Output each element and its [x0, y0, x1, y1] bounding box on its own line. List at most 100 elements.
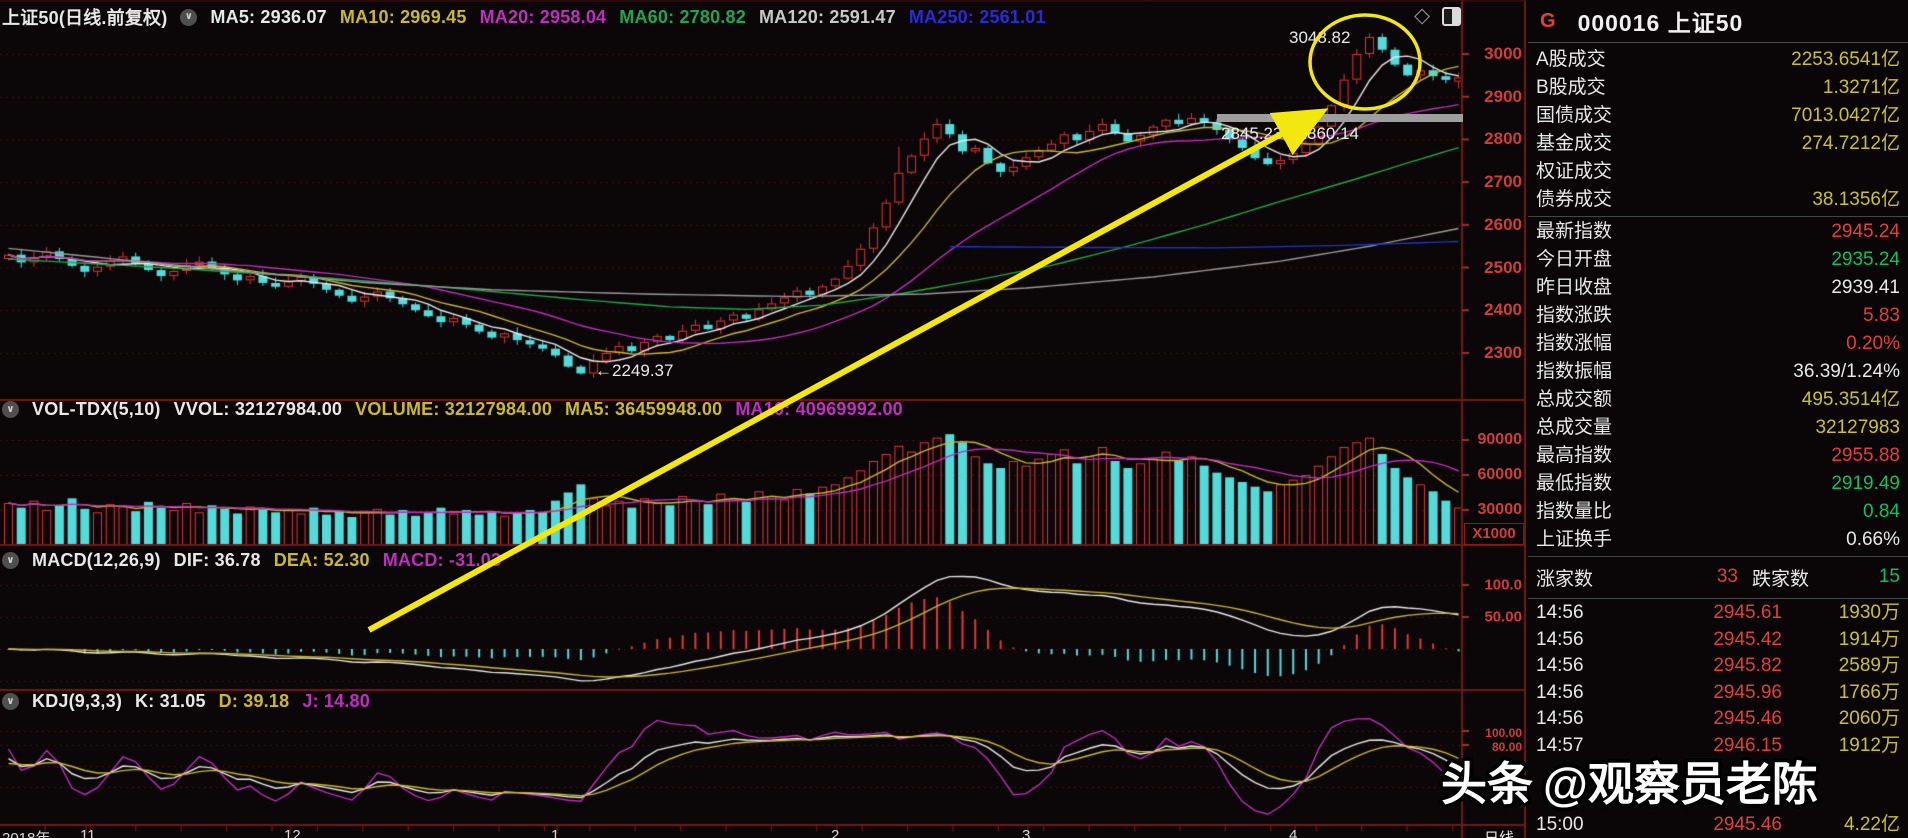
stock-code-name[interactable]: 000016 上证50 [1577, 10, 1744, 36]
quote-row-value: 2945.24 [1831, 221, 1900, 242]
scale-label: 30000 [1477, 500, 1523, 518]
tick-cell: 14:56 [1536, 602, 1584, 623]
legend-item: D: 39.18 [218, 691, 290, 711]
quote-row: A股成交 2253.6541亿 [1528, 46, 1908, 74]
axis-month-label: 1 [551, 827, 560, 838]
quote-row-label: 指数振幅 [1536, 361, 1613, 382]
advancers-label: 涨家数 [1536, 568, 1594, 590]
quote-row-value: 2935.24 [1831, 249, 1900, 270]
legend-item: VVOL: 32127984.00 [173, 399, 343, 419]
scale-label: 2700 [1484, 172, 1522, 192]
scale-label: 80.00 [1491, 740, 1522, 754]
breadth-row: 涨家数 33 跌家数 15 [1528, 556, 1908, 598]
legend-item: K: 31.05 [135, 691, 206, 711]
tick-row: 15:00 2945.46 4.22亿 [1528, 812, 1908, 838]
collapse-main-icon[interactable]: ∨ [180, 8, 198, 26]
quote-row: 昨日收盘 2939.41 [1528, 274, 1908, 302]
tick-cell: 2945.46 [1713, 708, 1782, 729]
scale-label: 2600 [1484, 214, 1522, 234]
legend-item: MA10: 40969992.00 [735, 399, 903, 419]
period-selector[interactable]: 日线 [1484, 827, 1514, 838]
tick-cell: 1766万 [1838, 681, 1900, 703]
tick-cell: 2945.96 [1713, 681, 1782, 703]
quote-row-value: 5.83 [1863, 305, 1900, 326]
quote-row: 权证成交 [1528, 158, 1908, 186]
quote-row: 总成交额 495.3514亿 [1528, 386, 1908, 414]
tick-cell: 15:00 [1536, 814, 1584, 835]
separator [1528, 556, 1908, 557]
legend-item: MA20: 2958.04 [479, 6, 607, 27]
quote-row: B股成交 1.3271亿 [1528, 74, 1908, 102]
legend-item: DEA: 52.30 [273, 550, 370, 570]
quote-row-label: 上证换手 [1536, 529, 1613, 550]
legend-item: MA5: 2936.07 [210, 6, 327, 27]
quote-row-label: 今日开盘 [1536, 249, 1613, 270]
macd-pane-header: ∨ MACD(12,26,9) DIF: 36.78 DEA: 52.30 MACD… [2, 550, 514, 571]
tick-cell: 2945.46 [1713, 814, 1782, 835]
quote-row-label: 总成交量 [1536, 417, 1613, 438]
quote-row: 指数振幅 36.39/1.24% [1528, 358, 1908, 386]
macd-indicator-title: MACD(12,26,9) [32, 550, 161, 570]
quote-row: 指数量比 0.84 [1528, 498, 1908, 526]
tick-list[interactable]: 14:56 2945.61 1930万 14:56 2945.42 1914万 14:56 2… [1528, 600, 1908, 838]
watermark-handle: @观察员老陈 [1543, 758, 1818, 810]
advancers-count: 33 [1716, 566, 1738, 587]
panel-split-icon[interactable] [1442, 7, 1461, 26]
axis-month-label: 2 [831, 827, 840, 838]
scale-label: 100.0 [1484, 576, 1522, 594]
axis-month-label: 12 [284, 827, 301, 838]
watermark-logo: 头条 [1441, 758, 1533, 810]
instrument-title: 上证50(日线.前复权) [2, 8, 168, 28]
tick-cell: 14:56 [1536, 681, 1584, 703]
quote-row: 总成交量 32127983 [1528, 414, 1908, 442]
legend-item: MA250: 2561.01 [908, 6, 1046, 27]
tick-cell: 2946.15 [1713, 734, 1782, 756]
quote-row: 指数涨跌 5.83 [1528, 302, 1908, 330]
chevron-down-icon: ∨ [6, 554, 15, 566]
resistance-zone-bar [1217, 114, 1463, 122]
separator [1528, 598, 1908, 599]
scale-label: 60000 [1477, 465, 1523, 483]
legend-item: MA10: 2969.45 [339, 6, 467, 27]
quote-row-value: 7013.0427亿 [1791, 105, 1900, 126]
quote-row-label: 最低指数 [1536, 473, 1613, 494]
quote-row: 最高指数 2955.88 [1528, 442, 1908, 470]
diamond-tool-icon[interactable]: ◇ [1414, 4, 1431, 27]
tick-cell: 2060万 [1838, 708, 1900, 729]
tick-row: 14:56 2945.46 2060万 [1528, 706, 1908, 733]
vol-unit-box: X1000 [1464, 523, 1524, 545]
scale-label: 2800 [1484, 129, 1522, 149]
legend-item: VOLUME: 32127984.00 [355, 399, 553, 419]
axis-month-label: 2018年 [2, 827, 50, 838]
scale-label: 3000 [1484, 44, 1522, 63]
quote-row: 国债成交 7013.0427亿 [1528, 102, 1908, 130]
vol-indicator-title: VOL-TDX(5,10) [32, 399, 161, 419]
main-chart-header: 上证50(日线.前复权) ∨ MA5: 2936.07 MA10: 2969.45… [2, 4, 1059, 30]
quote-row-label: 指数量比 [1536, 501, 1613, 522]
low-price-label: ←2249.37 [595, 361, 674, 380]
resistance-zone-label: 2845.23 - 2860.14 [1221, 124, 1360, 143]
tick-cell: 14:57 [1536, 734, 1584, 756]
quote-row-label: 国债成交 [1536, 105, 1613, 126]
axis-month-label: 3 [1022, 827, 1031, 838]
quote-row-value: 0.84 [1863, 501, 1900, 522]
quote-row: 今日开盘 2935.24 [1528, 246, 1908, 274]
quote-row-value: 2955.88 [1831, 445, 1900, 466]
collapse-vol-icon[interactable]: ∨ [2, 401, 19, 418]
collapse-macd-icon[interactable]: ∨ [2, 552, 19, 569]
market-turnover-block: A股成交 2253.6541亿 B股成交 1.3271亿国债成交 7013.0427亿基… [1528, 46, 1908, 214]
tick-cell: 14:56 [1536, 655, 1584, 676]
quote-row: 基金成交 274.7212亿 [1528, 130, 1908, 158]
market-flag: G [1540, 9, 1556, 32]
quote-row: 上证换手 0.66% [1528, 526, 1908, 554]
tick-cell: 14:56 [1536, 628, 1584, 650]
kdj-pane-header: ∨ KDJ(9,3,3) K: 31.05 D: 39.18 J: 14.80 [2, 691, 383, 712]
quote-row-value: 32127983 [1815, 417, 1900, 438]
decliners-label: 跌家数 [1752, 568, 1810, 590]
quote-row-label: 最高指数 [1536, 445, 1613, 466]
quote-row-label: 指数涨幅 [1536, 333, 1613, 354]
collapse-kdj-icon[interactable]: ∨ [2, 693, 19, 710]
quote-row-label: 昨日收盘 [1536, 277, 1613, 298]
chevron-down-icon: ∨ [184, 11, 194, 22]
